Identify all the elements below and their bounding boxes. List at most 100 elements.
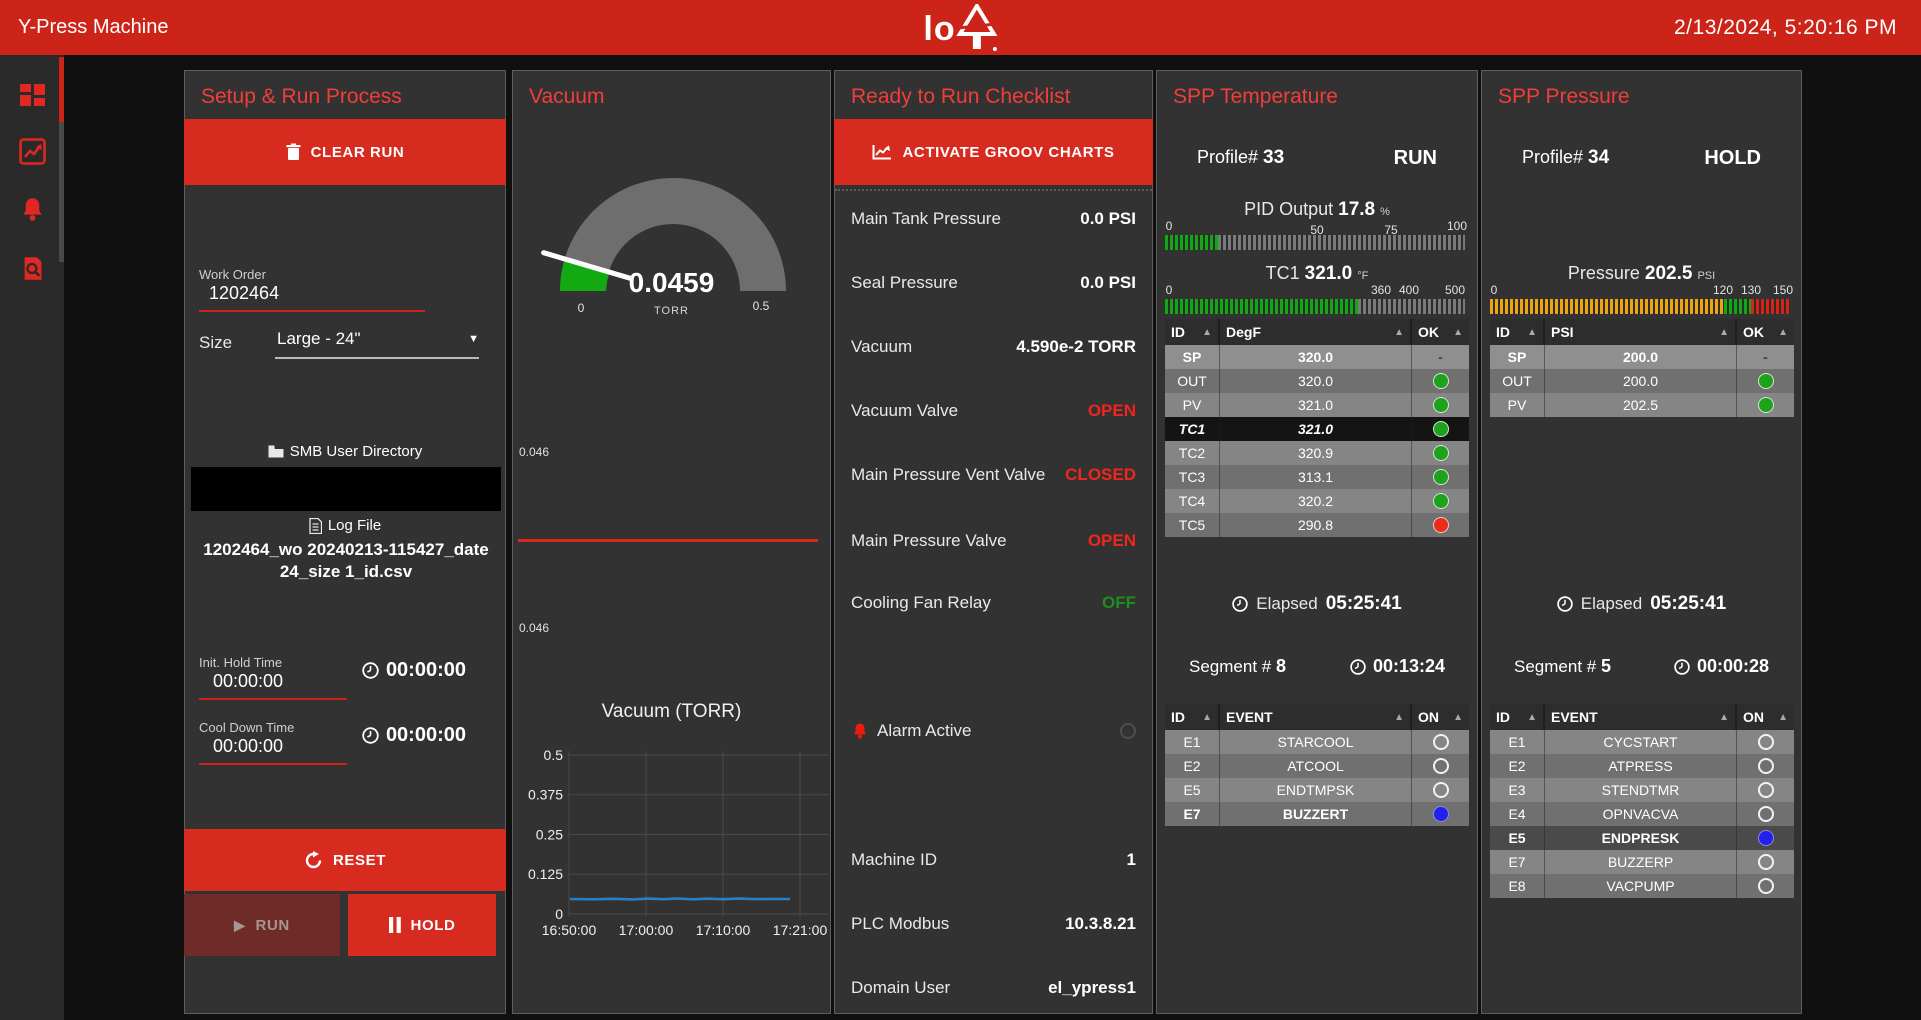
info-label: PLC Modbus (851, 914, 950, 933)
event-led (1432, 782, 1449, 798)
table-row: TC4 320.2 (1165, 489, 1469, 513)
col-event[interactable]: EVENT ▲ (1545, 704, 1737, 730)
col-event[interactable]: EVENT ▲ (1220, 704, 1412, 730)
sort-icon: ▲ (1527, 711, 1537, 723)
status-led (1757, 397, 1774, 413)
info-row: Domain User el_ypress1 (851, 976, 1136, 1000)
sort-icon: ▲ (1202, 326, 1212, 338)
activate-groov-charts-button[interactable]: ACTIVATE GROOV CHARTS (834, 119, 1153, 185)
alarm-bell-icon (23, 198, 42, 221)
col-psi[interactable]: PSI ▲ (1545, 319, 1737, 345)
table-row: PV 202.5 (1490, 393, 1794, 417)
event-led (1757, 734, 1774, 750)
pressure-table: ID ▲ PSI ▲ OK ▲ SP 200.0- OUT 200.0 PV 202.5 (1490, 319, 1794, 417)
y-tick: 0.5 (544, 747, 564, 763)
run-button[interactable]: ▶ RUN (184, 894, 340, 956)
event-led (1432, 758, 1449, 774)
run-state: HOLD (1704, 147, 1761, 169)
logo-arrow-icon (956, 4, 998, 51)
level-indicator-line (518, 539, 818, 542)
event-row: E7 BUZZERP (1490, 850, 1794, 874)
segment-time: 00:00:28 (1674, 656, 1769, 677)
sidebar-scrollbar-thumb[interactable] (59, 57, 64, 122)
col-id[interactable]: ID ▲ (1490, 704, 1545, 730)
folder-icon (268, 445, 284, 458)
size-label: Size (199, 333, 233, 352)
divider (835, 189, 1152, 191)
cool-down-field[interactable]: Cool Down Time 00:00:00 (199, 720, 347, 765)
elapsed-time: Elapsed 05:25:41 (1482, 593, 1801, 615)
bar-tick: 0 (1165, 283, 1173, 297)
directory-listing-box[interactable] (191, 467, 501, 511)
checklist-row: Vacuum 4.590e-2 TORR (851, 335, 1136, 359)
x-tick: 17:21:00 (773, 922, 828, 938)
x-tick: 17:10:00 (696, 922, 751, 938)
event-row-active: E7 BUZZERT (1165, 802, 1469, 826)
table-row-selected: TC1 321.0 (1165, 417, 1469, 441)
clock-icon (1350, 658, 1366, 675)
init-hold-label: Init. Hold Time (199, 655, 283, 670)
panel-title: Setup & Run Process (201, 85, 402, 108)
log-search-icon (24, 257, 42, 280)
col-id[interactable]: ID ▲ (1165, 319, 1220, 345)
sidebar-item-alarms[interactable] (19, 196, 46, 223)
col-degf[interactable]: DegF ▲ (1220, 319, 1412, 345)
cool-down-label: Cool Down Time (199, 720, 295, 735)
bar-tick: 0 (1490, 283, 1498, 297)
table-row: TC5 290.8 (1165, 513, 1469, 537)
check-label: Cooling Fan Relay (851, 593, 991, 612)
sidebar-item-dashboard[interactable] (19, 83, 46, 110)
events-table: ID ▲ EVENT ▲ ON ▲ E1 STARCOOL E2 ATCOOL E5 END… (1165, 704, 1469, 826)
col-on[interactable]: ON ▲ (1743, 709, 1788, 725)
dashboard-grid-icon (20, 84, 45, 106)
init-hold-elapsed-value: 00:00:00 (385, 659, 466, 681)
work-order-input[interactable]: 1202464 (199, 282, 425, 312)
panel-setup-run: Setup & Run Process CLEAR RUN Work Order… (184, 70, 506, 1014)
check-label: Vacuum (851, 337, 913, 356)
col-id[interactable]: ID ▲ (1165, 704, 1220, 730)
vacuum-trend-chart: 0.5 0.375 0.25 0.125 0 16:50:00 17:00:00… (528, 747, 829, 938)
sort-icon: ▲ (1394, 711, 1404, 723)
checklist-row: Seal Pressure 0.0 PSI (851, 271, 1136, 295)
col-on[interactable]: ON ▲ (1418, 709, 1463, 725)
check-value: 0.0 PSI (1080, 273, 1136, 292)
sort-icon: ▲ (1719, 326, 1729, 338)
size-dropdown[interactable]: Large - 24" ▼ (275, 329, 479, 359)
log-file-label: Log File (327, 517, 382, 534)
checklist-row: Vacuum Valve OPEN (851, 399, 1136, 423)
smb-directory-label: SMB User Directory (289, 443, 423, 460)
event-led (1757, 830, 1774, 846)
init-hold-field[interactable]: Init. Hold Time 00:00:00 (199, 655, 347, 700)
log-file-link[interactable]: Log File (185, 517, 505, 534)
event-row: E3 STENDTMR (1490, 778, 1794, 802)
work-order-field[interactable]: Work Order 1202464 (199, 267, 425, 312)
pid-output-label: PID Output 17.8 % (1244, 199, 1390, 220)
panel-spp-temperature: SPP Temperature Profile# 33 RUN PID Outp… (1156, 70, 1478, 1014)
cool-down-input[interactable]: 00:00:00 (199, 735, 347, 765)
cool-down-elapsed: 00:00:00 (362, 724, 466, 747)
reset-button[interactable]: RESET (184, 829, 506, 891)
segment-number: Segment # 5 (1514, 656, 1611, 676)
sidebar-item-trends[interactable] (19, 138, 46, 165)
table-row: OUT 320.0 (1165, 369, 1469, 393)
col-id[interactable]: ID ▲ (1490, 319, 1545, 345)
status-dash: - (1438, 349, 1443, 365)
check-value: OFF (1102, 593, 1136, 612)
info-row: PLC Modbus 10.3.8.21 (851, 912, 1136, 936)
check-value: OPEN (1087, 531, 1136, 550)
info-row: Machine ID 1 (851, 848, 1136, 872)
sort-icon: ▲ (1527, 326, 1537, 338)
init-hold-input[interactable]: 00:00:00 (199, 670, 347, 700)
clear-run-button[interactable]: CLEAR RUN (184, 119, 506, 185)
col-ok[interactable]: OK ▲ (1743, 324, 1788, 340)
check-label: Seal Pressure (851, 273, 958, 292)
panel-spp-pressure: SPP Pressure Profile# 34 HOLD Pressure 2… (1481, 70, 1802, 1014)
info-label: Machine ID (851, 850, 937, 869)
smb-directory-link[interactable]: SMB User Directory (185, 443, 505, 460)
col-ok[interactable]: OK ▲ (1418, 324, 1463, 340)
vacuum-gauge (541, 178, 786, 291)
trend-chart-icon (19, 138, 46, 165)
hold-button[interactable]: HOLD (348, 894, 496, 956)
event-row: E8 VACPUMP (1490, 874, 1794, 898)
sidebar-item-log-search[interactable] (19, 255, 46, 282)
